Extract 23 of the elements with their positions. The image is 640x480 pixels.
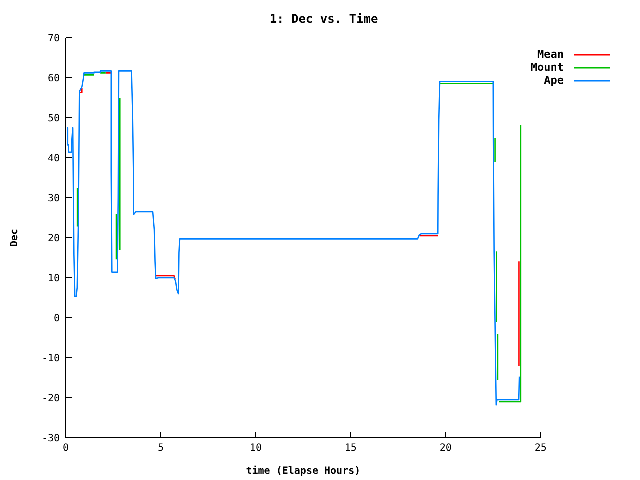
y-tick-label: 20 (48, 234, 60, 245)
y-tick-label: -30 (42, 434, 60, 445)
x-tick-label: 20 (440, 443, 452, 454)
y-tick-label: 10 (48, 274, 60, 285)
legend-label: Mount (530, 61, 564, 74)
x-tick-label: 25 (534, 443, 547, 454)
x-tick-label: 0 (62, 443, 70, 454)
chart-title: 1: Dec vs. Time (268, 12, 380, 26)
y-tick-label: -10 (42, 354, 60, 365)
y-tick-label: 50 (48, 114, 60, 125)
x-tick-label: 15 (344, 443, 357, 454)
x-axis-title: time (Elapse Hours) (246, 465, 361, 477)
legend-label: Ape (544, 74, 564, 87)
y-tick-label: 40 (48, 154, 60, 165)
y-axis-title: Dec (10, 228, 21, 248)
y-tick-label: 30 (48, 194, 60, 205)
x-tick-label: 5 (158, 443, 164, 454)
y-tick-label: -20 (42, 394, 60, 405)
y-tick-label: 0 (54, 314, 60, 325)
x-tick-label: 10 (250, 443, 262, 454)
y-tick-label: 70 (48, 34, 60, 45)
y-tick-label: 60 (48, 74, 60, 85)
legend-label: Mean (538, 48, 564, 61)
